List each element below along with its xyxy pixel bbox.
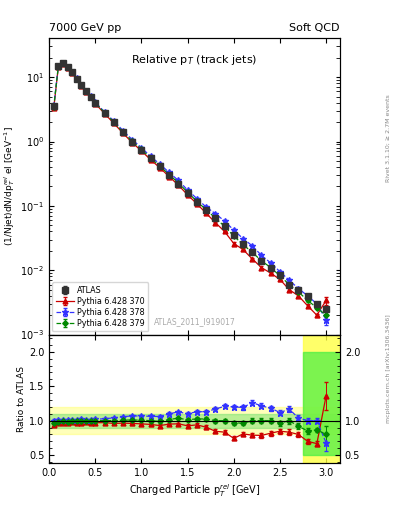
Text: mcplots.cern.ch [arXiv:1306.3436]: mcplots.cern.ch [arXiv:1306.3436] [386, 314, 391, 423]
Legend: ATLAS, Pythia 6.428 370, Pythia 6.428 378, Pythia 6.428 379: ATLAS, Pythia 6.428 370, Pythia 6.428 37… [52, 282, 148, 331]
X-axis label: Charged Particle p$_T^{rel}$ [GeV]: Charged Particle p$_T^{rel}$ [GeV] [129, 482, 261, 499]
Text: ATLAS_2011_I919017: ATLAS_2011_I919017 [154, 317, 235, 326]
Text: Relative p$_T$ (track jets): Relative p$_T$ (track jets) [131, 53, 258, 67]
Bar [303, 334, 340, 463]
Y-axis label: (1/Njet)dN/dp$_T^{rel}$ el [GeV$^{-1}$]: (1/Njet)dN/dp$_T^{rel}$ el [GeV$^{-1}$] [3, 126, 18, 246]
Text: Rivet 3.1.10; ≥ 2.7M events: Rivet 3.1.10; ≥ 2.7M events [386, 94, 391, 182]
Y-axis label: Ratio to ATLAS: Ratio to ATLAS [17, 366, 26, 432]
Bar [303, 352, 340, 455]
Text: 7000 GeV pp: 7000 GeV pp [49, 23, 121, 33]
Bar [49, 414, 340, 428]
Text: Soft QCD: Soft QCD [290, 23, 340, 33]
Bar [49, 407, 340, 435]
